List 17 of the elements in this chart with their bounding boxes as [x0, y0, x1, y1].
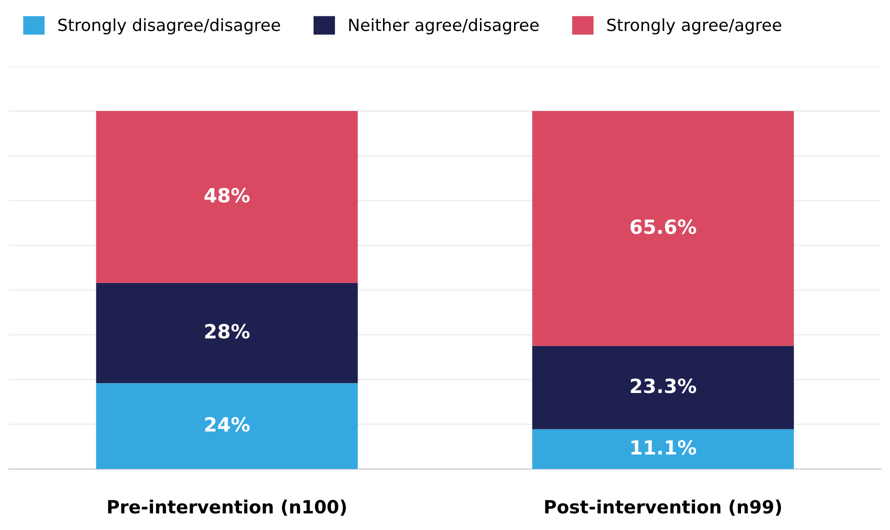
bar: [532, 346, 794, 430]
x-tick-label: Post-intervention (n99): [545, 500, 782, 516]
data-label: 48%: [204, 188, 250, 203]
x-tick-label: Pre-intervention (n100): [108, 500, 346, 516]
legend-label: Strongly disagree/disagree: [58, 18, 280, 34]
bar: [96, 282, 358, 384]
data-label: 65.6%: [630, 219, 696, 234]
data-label: 11.1%: [632, 440, 696, 455]
legend-label: Neither agree/disagree: [349, 18, 539, 34]
legend-label: Strongly agree/agree: [607, 18, 782, 34]
bar: [96, 111, 358, 283]
bar: [532, 111, 794, 346]
bar: [96, 383, 358, 470]
data-label: 24%: [205, 417, 250, 432]
data-label: 28%: [205, 324, 250, 339]
bar: [532, 429, 794, 470]
data-label: 23.3%: [630, 378, 696, 394]
